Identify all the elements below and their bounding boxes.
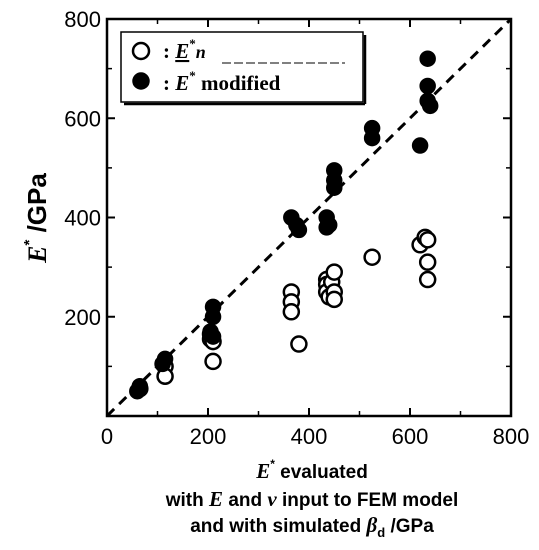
data-point-n <box>418 253 437 271</box>
data-point-modified <box>421 97 439 115</box>
x-axis-label-line-3: and with simulated βd /GPa <box>190 513 434 540</box>
reference-line-y-equals-x <box>105 17 513 418</box>
x-axis-label-line-2: with E and ν input to FEM model <box>165 487 459 511</box>
data-point-modified <box>156 350 174 368</box>
x-tick-label: 200 <box>190 424 227 449</box>
data-point-n <box>418 231 437 249</box>
data-point-n <box>325 263 343 281</box>
data-points <box>129 50 439 400</box>
data-point-modified <box>419 50 436 67</box>
legend-filled-circle-marker <box>132 72 150 90</box>
y-axis-label: E* /GPa <box>21 173 52 264</box>
y-tick-label: 200 <box>64 305 101 330</box>
data-point-modified <box>204 298 222 316</box>
x-axis-label-line-1: E* evaluated <box>255 457 368 483</box>
data-point-n <box>363 248 381 266</box>
x-tick-label: 600 <box>392 424 429 449</box>
legend-entry-2: : E* modified <box>163 68 281 95</box>
x-tick-label: 400 <box>291 424 328 449</box>
data-point-modified <box>204 328 222 345</box>
data-point-n <box>204 352 222 371</box>
x-tick-label: 800 <box>493 424 530 449</box>
legend: : E*n : E* modified <box>120 31 367 106</box>
data-point-n <box>418 270 437 289</box>
data-point-n <box>290 335 308 353</box>
x-tick-label: 0 <box>101 424 113 449</box>
data-point-modified <box>419 77 436 95</box>
axis-ticks: 0 200 400 600 800 200 400 600 800 <box>64 7 529 449</box>
y-tick-label: 600 <box>64 106 101 131</box>
data-point-modified <box>411 137 429 154</box>
legend-open-circle-marker <box>131 41 151 61</box>
data-point-modified <box>290 221 308 239</box>
data-point-modified <box>320 216 338 234</box>
data-point-modified <box>363 129 381 147</box>
legend-box <box>120 31 364 103</box>
data-point-modified <box>131 377 149 395</box>
y-tick-label: 800 <box>64 7 101 32</box>
legend-entry-1: : E*n <box>163 36 206 63</box>
y-tick-label: 400 <box>64 206 101 231</box>
data-point-n <box>325 290 343 309</box>
data-point-modified <box>326 179 343 196</box>
data-point-n <box>282 303 301 321</box>
